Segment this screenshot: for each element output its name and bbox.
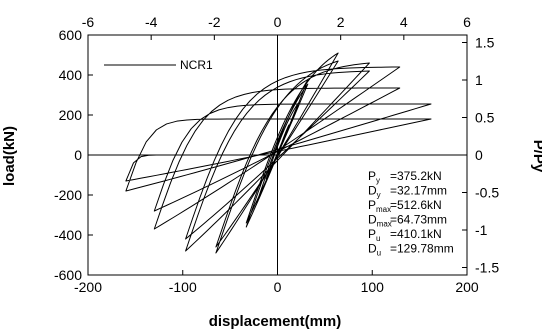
y-tick-label: -400 — [54, 227, 82, 243]
y-tick-label: 0 — [74, 147, 82, 163]
y-tick-label: 400 — [59, 67, 83, 83]
param-p-y: Py =375.2kN — [368, 169, 442, 185]
x2-tick-label: 0 — [274, 14, 282, 30]
series-line-ncr1 — [125, 52, 432, 254]
param-d-u: Du =129.78mm — [368, 242, 454, 258]
y2-tick-label: 0 — [475, 147, 483, 163]
x-tick-label: 200 — [455, 279, 479, 295]
y2-tick-label: -1.5 — [475, 260, 499, 276]
y2-tick-label: -0.5 — [475, 185, 499, 201]
y2-tick-label: 1 — [475, 72, 483, 88]
legend: NCR1 — [104, 58, 213, 72]
y2-tick-label: -1 — [475, 222, 488, 238]
param-d-y: Dy =32.17mm — [368, 184, 447, 200]
x-tick-label: 100 — [361, 279, 385, 295]
y2-tick-label: 1.5 — [475, 35, 495, 51]
x-tick-label: -100 — [169, 279, 197, 295]
x2-tick-label: -2 — [208, 14, 221, 30]
x2-tick-label: 2 — [337, 14, 345, 30]
x-axis-title: displacement(mm) — [209, 313, 342, 330]
y-axis-title: load(kN) — [1, 126, 18, 186]
x2-tick-label: 6 — [463, 14, 471, 30]
x2-tick-label: 4 — [400, 14, 408, 30]
x2-tick-label: -4 — [145, 14, 158, 30]
x2-tick-label: -6 — [82, 14, 95, 30]
y-tick-label: -600 — [54, 267, 82, 283]
legend-label: NCR1 — [180, 58, 213, 72]
y-tick-label: -200 — [54, 187, 82, 203]
y-tick-label: 600 — [59, 27, 83, 43]
param-p-u: Pu =410.1kN — [368, 227, 442, 243]
y2-tick-label: 0.5 — [475, 110, 495, 126]
y2-axis-title: P/Py — [530, 140, 542, 173]
x-tick-label: -200 — [74, 279, 102, 295]
y-tick-label: 200 — [59, 107, 83, 123]
x-tick-label: 0 — [274, 279, 282, 295]
param-d-max: Dmax=64.73mm — [368, 213, 447, 229]
param-p-max: Pmax=512.6kN — [368, 198, 442, 214]
